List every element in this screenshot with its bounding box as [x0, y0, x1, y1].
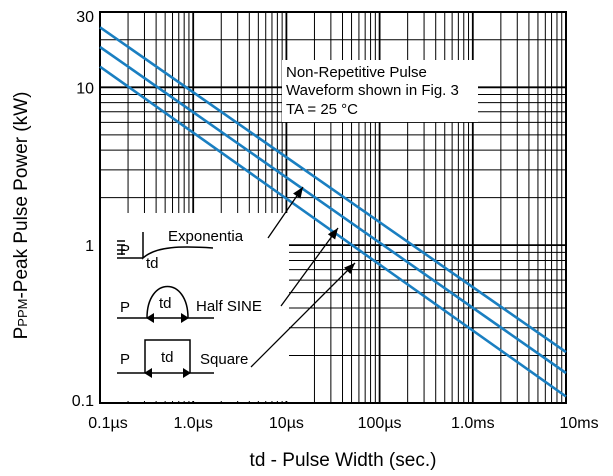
series-line-1	[99, 26, 567, 354]
annotation-line-1: Non-Repetitive Pulse	[286, 64, 427, 81]
plot-frame	[99, 11, 567, 404]
square-waveform-icon	[117, 339, 214, 378]
square-p-label: P	[120, 351, 130, 368]
half-sine-waveform-icon	[117, 285, 214, 323]
x-tick-label: 10ms	[559, 415, 598, 432]
y-tick-label: 1	[85, 238, 94, 255]
annotation-box: Non-Repetitive Pulse Waveform shown in F…	[282, 60, 478, 122]
half-sine-td-label: td	[159, 295, 172, 312]
x-tick-labels: 0.1µs 1.0µs 10µs 100µs 1.0ms 10ms	[88, 415, 598, 432]
x-tick-label: 10µs	[269, 415, 304, 432]
x-tick-label: 1.0ms	[451, 415, 495, 432]
annotation-background	[282, 60, 478, 122]
y-axis-title-rest: -Peak Pulse Power (kW)	[11, 92, 32, 299]
y-axis-title-main: P	[11, 327, 32, 340]
exponential-label: Exponentia	[168, 228, 244, 245]
leader-arrows	[250, 186, 356, 368]
exponential-td-label: td	[146, 255, 159, 272]
x-tick-label: 1.0µs	[173, 415, 212, 432]
annotation-line-3: TA = 25 °C	[286, 101, 358, 118]
leader-arrowhead-3	[344, 263, 355, 274]
square-td-label: td	[161, 349, 174, 366]
leader-line-3	[250, 262, 356, 368]
series-line-2	[99, 45, 567, 375]
waveform-inset: P td Exponentia P td Half SINE P td Squa…	[101, 213, 289, 401]
square-label: Square	[200, 351, 248, 368]
exponential-waveform-icon	[117, 232, 214, 260]
leader-arrowhead-2	[327, 228, 338, 240]
y-axis-title-subscript: PPM	[15, 299, 30, 327]
x-tick-label: 100µs	[358, 415, 402, 432]
leader-arrowhead-1	[293, 187, 303, 199]
x-tick-label: 0.1µs	[88, 415, 127, 432]
y-tick-label: 0.1	[72, 393, 94, 410]
leader-line-2	[280, 227, 339, 307]
y-axis-title: PPPM-Peak Pulse Power (kW)	[11, 92, 32, 340]
exponential-p-label: P	[120, 242, 130, 259]
y-tick-label: 10	[76, 80, 94, 97]
annotation-line-2: Waveform shown in Fig. 3	[286, 82, 459, 99]
half-sine-label: Half SINE	[196, 298, 262, 315]
y-tick-label: 30	[76, 9, 94, 26]
half-sine-p-label: P	[120, 299, 130, 316]
x-axis-title: td - Pulse Width (sec.)	[250, 450, 437, 471]
y-tick-labels: 0.1 1 10 30	[72, 9, 94, 410]
inset-background	[101, 213, 289, 401]
